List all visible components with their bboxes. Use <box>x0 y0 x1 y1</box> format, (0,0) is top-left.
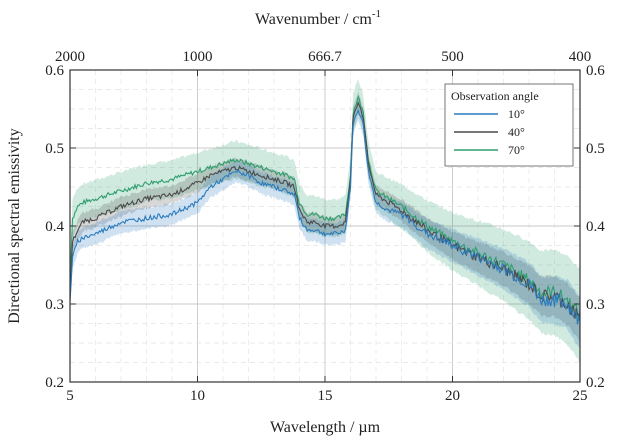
band-10deg <box>70 97 580 350</box>
y-tick-label-left: 0.6 <box>45 63 64 79</box>
y-tick-label-left: 0.3 <box>45 297 64 313</box>
legend-title: Observation angle <box>451 89 539 103</box>
series-line-10deg <box>69 108 581 325</box>
series-lines <box>69 94 581 325</box>
x-tick-label: 20 <box>445 388 460 404</box>
y-tick-label-right: 0.4 <box>586 219 605 235</box>
legend-label-10deg: 10° <box>508 107 525 121</box>
legend: Observation angle 10° 40° 70° <box>444 83 574 167</box>
series-line-70deg <box>69 94 581 321</box>
top-axis-title: Wavenumber / cm-1 <box>255 8 381 28</box>
top-axis-title-superscript: -1 <box>372 8 381 20</box>
band-70deg <box>70 78 580 363</box>
top-axis-title-main: Wavenumber / cm <box>255 11 372 28</box>
y-tick-label-right: 0.2 <box>586 375 605 391</box>
top-tick-label: 400 <box>569 49 592 65</box>
top-tick-label: 500 <box>441 49 464 65</box>
series-line-40deg <box>69 101 581 322</box>
legend-box <box>444 83 574 167</box>
legend-label-40deg: 40° <box>508 125 525 139</box>
top-tick-label: 2000 <box>55 49 85 65</box>
x-tick-label: 25 <box>573 388 588 404</box>
legend-items: 10° 40° 70° <box>454 107 525 157</box>
x-tick-label: 15 <box>318 388 333 404</box>
top-tick-label: 1000 <box>183 49 213 65</box>
y-tick-label-right: 0.3 <box>586 297 605 313</box>
legend-label-70deg: 70° <box>508 143 525 157</box>
y-tick-label-right: 0.5 <box>586 141 605 157</box>
x-tick-label: 10 <box>190 388 205 404</box>
uncertainty-bands <box>70 78 580 363</box>
y-axis-title: Directional spectral emissivity <box>6 128 23 324</box>
x-tick-label: 5 <box>66 388 74 404</box>
y-tick-label-right: 0.6 <box>586 63 605 79</box>
top-tick-label: 666.7 <box>308 49 342 65</box>
y-tick-label-left: 0.5 <box>45 141 64 157</box>
y-tick-label-left: 0.4 <box>45 219 64 235</box>
x-axis-title: Wavelength / µm <box>270 419 381 436</box>
axis-ticks: 5 10 15 20 250.2 0.20.3 0.30.4 0.40.5 0.50.6 0.62… <box>45 49 605 404</box>
y-tick-label-left: 0.2 <box>45 375 64 391</box>
